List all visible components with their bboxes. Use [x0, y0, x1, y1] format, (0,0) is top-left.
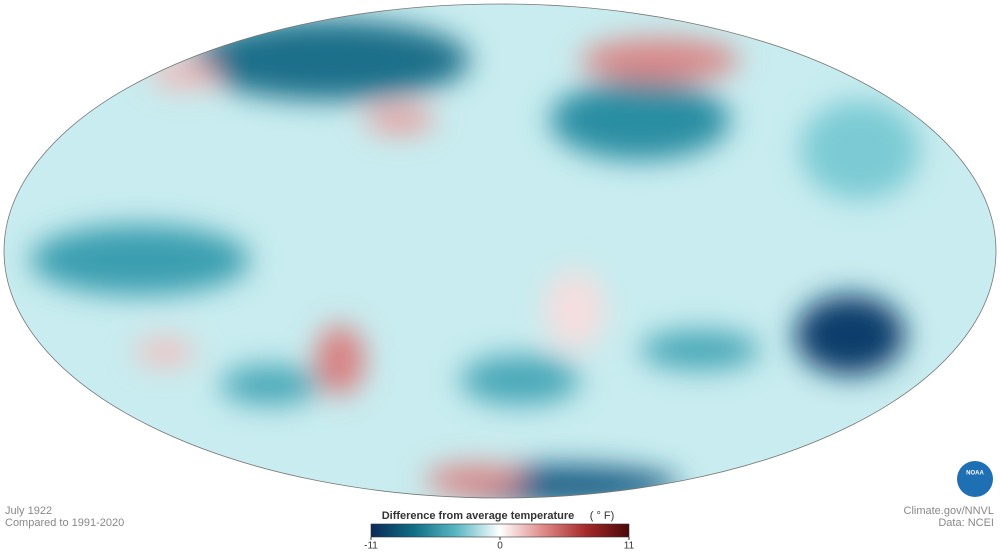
subtitle: Compared to 1991-2020 — [5, 517, 124, 529]
logo — [957, 461, 993, 497]
legend-title: Difference from average temperature — [382, 510, 575, 522]
source: Data: NCEI — [938, 517, 994, 529]
colorbar — [370, 523, 630, 538]
map — [4, 4, 996, 498]
colorbar-tick-label: 0 — [497, 541, 503, 552]
anomaly-field — [30, 20, 920, 498]
colorbar-tick-label: 11 — [624, 541, 635, 552]
title: July 1922 — [5, 505, 52, 517]
logo-text: NOAA — [966, 471, 984, 477]
map-outline — [3, 3, 997, 499]
colorbar-tick-label: -11 — [364, 541, 378, 552]
legend-unit: ( ° F) — [590, 510, 615, 522]
credit: Climate.gov/NNVL — [904, 505, 994, 517]
